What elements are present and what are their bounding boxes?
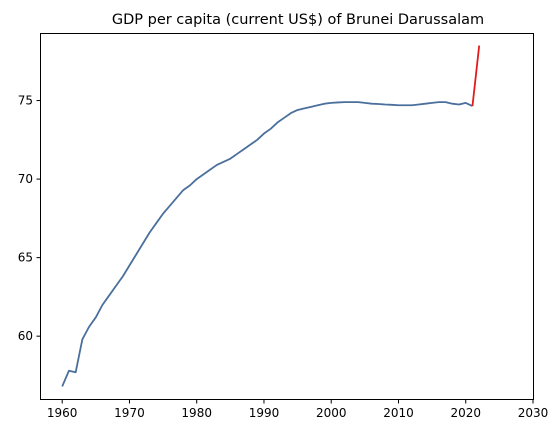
chart-title: GDP per capita (current US$) of Brunei D… (112, 12, 484, 28)
x-tick-label: 2030 (518, 406, 549, 420)
y-axis: 60 65 70 75 (18, 94, 41, 343)
plot-area-frame (40, 33, 534, 400)
x-tick-label: 1990 (249, 406, 280, 420)
series-line-latest (471, 45, 481, 107)
x-tick-label: 1970 (114, 406, 145, 420)
x-tick-label: 1980 (181, 406, 212, 420)
y-tick-label: 70 (18, 172, 33, 186)
y-tick-label: 60 (18, 329, 33, 343)
series-line-historical (61, 101, 473, 387)
x-tick-label: 1960 (47, 406, 78, 420)
x-tick-label: 2000 (316, 406, 347, 420)
y-tick-label: 65 (18, 251, 33, 265)
x-axis: 1960 1970 1980 1990 2000 2010 2020 2030 (47, 399, 549, 420)
x-tick-label: 2010 (383, 406, 414, 420)
series-layer (61, 45, 481, 387)
y-tick-label: 75 (18, 94, 33, 108)
x-tick-label: 2020 (450, 406, 481, 420)
